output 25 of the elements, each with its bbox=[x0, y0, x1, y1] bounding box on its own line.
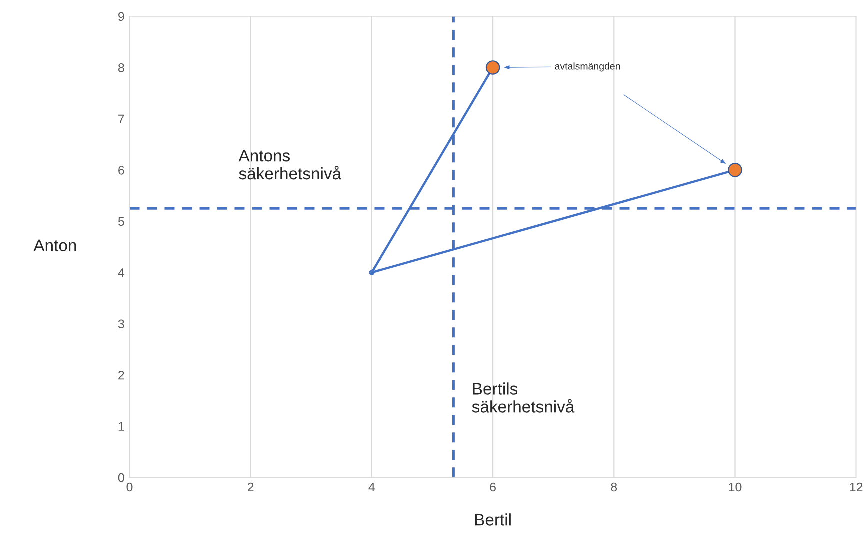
y-tick-label: 3 bbox=[118, 320, 124, 329]
point bbox=[486, 60, 500, 75]
y-tick-label: 6 bbox=[118, 166, 124, 175]
y-tick-label: 1 bbox=[118, 422, 124, 431]
x-tick-label: 4 bbox=[368, 482, 376, 492]
point bbox=[728, 163, 742, 178]
y-tick-label: 5 bbox=[118, 217, 124, 226]
point bbox=[369, 270, 375, 276]
x-axis-title: Bertil bbox=[475, 514, 511, 526]
ref-line-label: Antons säkerhetsnivå bbox=[238, 150, 342, 180]
x-tick-label: 8 bbox=[611, 482, 618, 492]
ref-line-label: Bertils säkerhetsnivå bbox=[472, 382, 575, 413]
x-tick-label: 2 bbox=[248, 482, 254, 492]
y-tick-label: 8 bbox=[118, 64, 124, 72]
y-tick-label: 2 bbox=[118, 370, 124, 380]
annotation: avtalsmängden bbox=[555, 62, 620, 72]
x-tick-label: 0 bbox=[126, 482, 133, 492]
x-tick-label: 12 bbox=[850, 482, 863, 492]
y-tick-label: 9 bbox=[118, 12, 124, 22]
y-tick-label: 7 bbox=[118, 114, 124, 124]
y-axis-title: Anton bbox=[34, 240, 76, 252]
x-tick-label: 10 bbox=[729, 482, 742, 492]
y-tick-label: 4 bbox=[118, 268, 125, 278]
y-tick-label: 0 bbox=[118, 473, 124, 482]
x-tick-label: 6 bbox=[490, 482, 496, 492]
